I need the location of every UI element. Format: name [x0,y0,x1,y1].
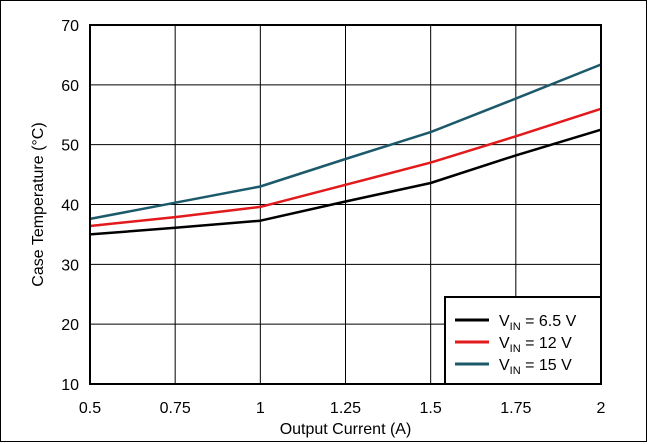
tick-labels: 0.5 0.75 1 1.25 1.5 1.75 2 10 20 30 40 50 60 70 [61,18,605,417]
legend-label-2: VIN = 12 V [499,335,572,355]
x-axis-label: Output Current (A) [280,421,412,438]
x-tick-label: 1.5 [420,400,442,417]
x-tick-label: 2 [597,400,606,417]
y-tick-label: 10 [61,377,79,394]
legend-label-3: VIN = 15 V [499,357,572,377]
series-line-2 [89,107,602,228]
x-tick-label: 0.75 [160,400,191,417]
plot-area-border [89,24,602,385]
y-axis-label: Case Temperature (°C) [30,122,47,286]
series-lines [89,63,602,236]
series-line-3 [89,63,602,221]
y-tick-label: 40 [61,198,79,215]
x-tick-label: 0.5 [79,400,101,417]
x-tick-label: 1 [256,400,265,417]
y-tick-label: 60 [61,78,79,95]
y-tick-label: 50 [61,138,79,155]
legend-label-1: VIN = 6.5 V [499,313,577,333]
y-tick-label: 30 [61,257,79,274]
x-tick-label: 1.25 [330,400,361,417]
series-line-1 [89,128,602,236]
y-tick-label: 20 [61,317,79,334]
x-tick-label: 1.75 [500,400,531,417]
y-tick-label: 70 [61,18,79,35]
